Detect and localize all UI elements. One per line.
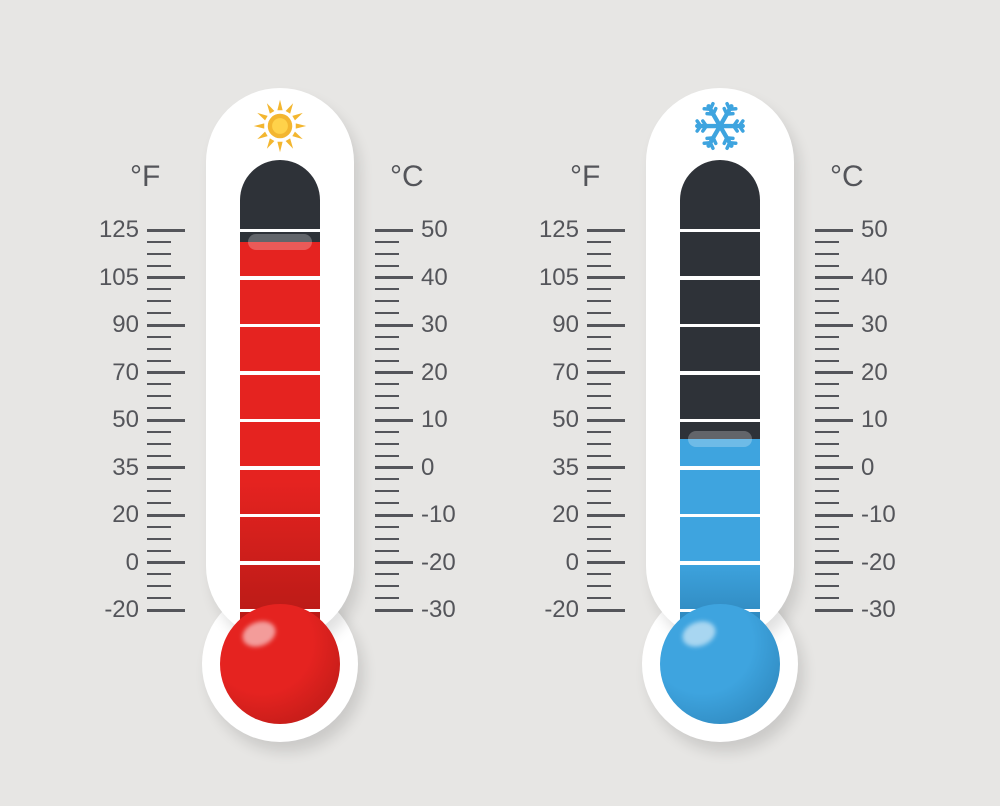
tick-minor	[587, 312, 611, 314]
tick-minor	[815, 253, 839, 255]
tick-major	[815, 276, 853, 279]
tick-major	[587, 419, 625, 422]
tick-minor	[815, 300, 839, 302]
tick-minor	[587, 502, 611, 504]
tick-minor	[815, 597, 839, 599]
tick-minor	[815, 312, 839, 314]
tick-minor	[815, 550, 839, 552]
tick-minor	[587, 253, 611, 255]
tick-minor	[815, 443, 839, 445]
tick-label: 90	[523, 313, 579, 337]
tick-major	[587, 324, 625, 327]
tick-label: 35	[523, 456, 579, 480]
tick-minor	[815, 383, 839, 385]
tick-label: 50	[523, 408, 579, 432]
tick-minor	[587, 407, 611, 409]
tick-major	[587, 466, 625, 469]
tick-label: 20	[861, 361, 888, 385]
tick-major	[587, 371, 625, 374]
tick-major	[815, 324, 853, 327]
tick-minor	[815, 241, 839, 243]
tick-label: 105	[523, 266, 579, 290]
tick-major	[815, 514, 853, 517]
tick-major	[587, 561, 625, 564]
tick-major	[815, 609, 853, 612]
tick-minor	[587, 455, 611, 457]
tick-label: 20	[523, 503, 579, 527]
tick-minor	[587, 288, 611, 290]
tick-major	[587, 229, 625, 232]
tick-minor	[587, 443, 611, 445]
tick-minor	[815, 431, 839, 433]
tick-minor	[815, 478, 839, 480]
tick-label: -20	[523, 598, 579, 622]
tick-major	[815, 371, 853, 374]
unit-label-fahrenheit: °F	[570, 160, 600, 194]
tick-label: 50	[861, 218, 888, 242]
thermometer-bulb	[660, 604, 780, 724]
tick-label: -30	[861, 598, 896, 622]
tick-label: 125	[523, 218, 579, 242]
tick-minor	[587, 478, 611, 480]
tick-minor	[815, 360, 839, 362]
tick-minor	[815, 538, 839, 540]
tick-minor	[587, 490, 611, 492]
tick-minor	[587, 348, 611, 350]
tick-label: 40	[861, 266, 888, 290]
tick-minor	[587, 585, 611, 587]
tick-minor	[587, 538, 611, 540]
tick-minor	[815, 288, 839, 290]
tick-minor	[587, 360, 611, 362]
tick-minor	[815, 336, 839, 338]
tick-major	[815, 466, 853, 469]
thermometer-infographic: °C °F 50 40 30 20 10 0 -10 -20 -30 125 105 90 70 50 35 20…	[0, 0, 1000, 806]
tick-minor	[815, 573, 839, 575]
tick-major	[815, 561, 853, 564]
tick-minor	[587, 265, 611, 267]
tick-label: 30	[861, 313, 888, 337]
snowflake-icon	[692, 98, 748, 154]
tick-major	[587, 276, 625, 279]
tick-major	[587, 514, 625, 517]
tick-minor	[815, 455, 839, 457]
tick-minor	[815, 395, 839, 397]
tick-minor	[815, 502, 839, 504]
tick-minor	[587, 550, 611, 552]
thermometer-tube	[680, 160, 760, 640]
tick-minor	[587, 383, 611, 385]
tick-minor	[587, 241, 611, 243]
tick-minor	[815, 490, 839, 492]
tick-major	[815, 229, 853, 232]
tick-minor	[587, 526, 611, 528]
tick-label: 0	[523, 551, 579, 575]
tick-major	[815, 419, 853, 422]
unit-label-celsius: °C	[830, 160, 864, 194]
thermometer-cold: °C °F 50 40 30 20 10 0 -10 -20 -30 125 105 90 70 50 35 20…	[0, 0, 1000, 806]
tick-minor	[815, 265, 839, 267]
tick-label: 70	[523, 361, 579, 385]
tick-minor	[587, 336, 611, 338]
tick-minor	[587, 597, 611, 599]
tick-label: -20	[861, 551, 896, 575]
tick-minor	[587, 431, 611, 433]
tick-minor	[815, 348, 839, 350]
tick-label: -10	[861, 503, 896, 527]
tick-minor	[815, 585, 839, 587]
fluid-highlight	[688, 431, 752, 447]
tick-label: 0	[861, 456, 874, 480]
tick-minor	[815, 526, 839, 528]
tick-minor	[587, 395, 611, 397]
tick-major	[587, 609, 625, 612]
tick-minor	[587, 573, 611, 575]
tick-minor	[815, 407, 839, 409]
tick-minor	[587, 300, 611, 302]
tick-label: 10	[861, 408, 888, 432]
